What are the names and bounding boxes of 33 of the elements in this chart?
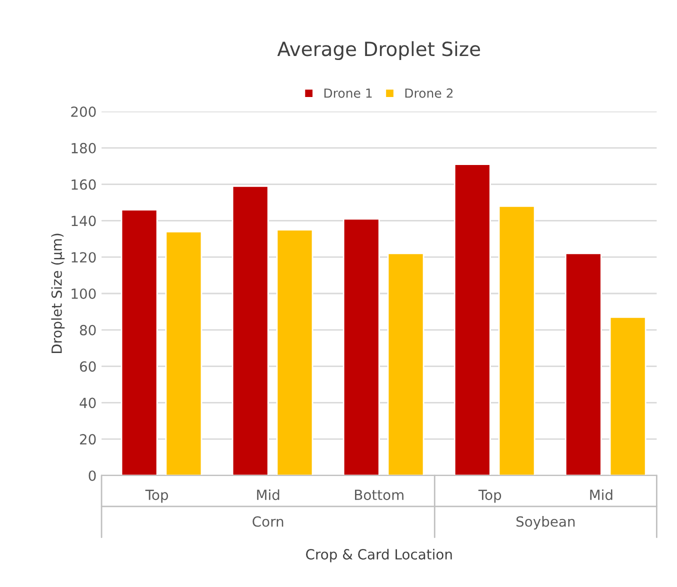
bar: [454, 164, 491, 476]
bar: [232, 185, 269, 476]
bar: [609, 316, 646, 476]
x-tick-label: Top: [145, 490, 168, 503]
y-tick-label: 140: [72, 216, 96, 226]
y-axis-title: Droplet Size (µm): [51, 234, 65, 354]
y-tick-label: 160: [72, 179, 96, 190]
text: Corn: [252, 516, 284, 527]
y-tick-label: 0: [88, 470, 96, 481]
y-tick-label: 80: [80, 324, 96, 336]
bar: [387, 252, 424, 476]
y-tick-label: 200: [71, 106, 96, 118]
x-axis-title: Crop & Card Location: [306, 548, 452, 562]
text: Soybean: [516, 516, 575, 530]
y-tick-label: 60: [80, 361, 96, 372]
chart-title: Average Droplet Size: [277, 41, 480, 60]
legend-label: Drone 2: [405, 88, 453, 98]
bar: [120, 209, 158, 476]
x-tick-label: Mid: [590, 489, 612, 500]
y-tick-label: 120: [72, 252, 96, 263]
y-tick-label: 100: [72, 288, 96, 299]
bar: [564, 252, 602, 476]
y-tick-label: 40: [80, 398, 96, 408]
legend-label: Drone 1: [324, 88, 372, 98]
x-tick-label: Top: [478, 490, 502, 503]
y-tick-label: 180: [72, 142, 96, 154]
bar: [498, 205, 536, 476]
bar: [276, 229, 314, 476]
bar: [165, 230, 202, 476]
x-tick-label: Bottom: [355, 490, 404, 500]
y-tick-label: 20: [80, 434, 96, 445]
x-tick-label: Mid: [257, 489, 280, 500]
bar: [342, 218, 380, 476]
